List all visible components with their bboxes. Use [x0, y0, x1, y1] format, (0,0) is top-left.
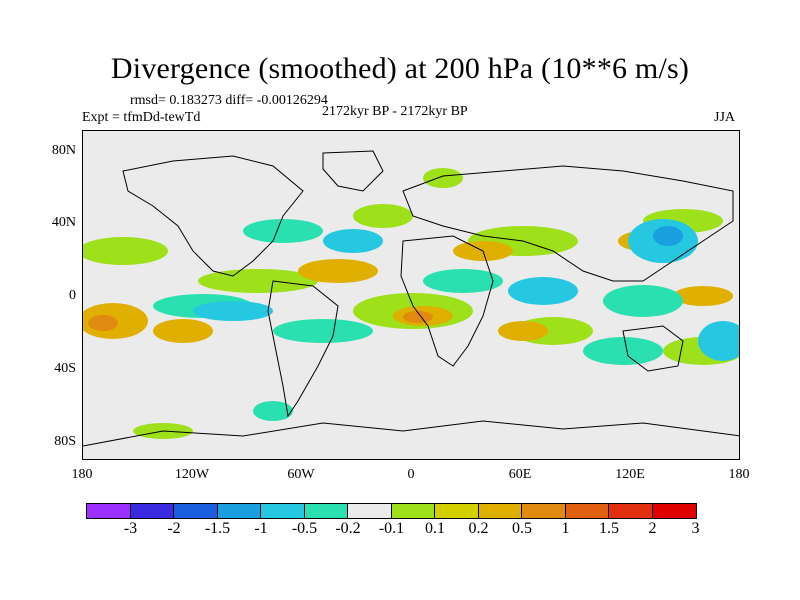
- y-tick-label: 80S: [54, 434, 76, 449]
- y-tick-label: 80N: [51, 143, 76, 158]
- x-tick-label: 180: [728, 467, 750, 482]
- colorbar-swatch: [522, 504, 566, 518]
- colorbar-swatch: [652, 504, 696, 518]
- colorbar-swatch: [478, 504, 522, 518]
- season-label: JJA: [714, 110, 736, 125]
- australia-outline: [622, 325, 684, 372]
- colorbar-swatch: [609, 504, 653, 518]
- pos-region: [88, 315, 118, 331]
- y-tick-label: 40S: [54, 361, 76, 376]
- period-label: 2172kyr BP - 2172kyr BP: [322, 104, 468, 119]
- colorbar: [86, 503, 697, 519]
- map-svg: [83, 150, 739, 447]
- x-tick-label: 120W: [174, 467, 210, 482]
- greenland-outline: [322, 150, 384, 192]
- pos-region: [673, 286, 733, 306]
- colorbar-swatch: [565, 504, 609, 518]
- colorbar-label: -0.2: [335, 520, 361, 537]
- north-america-outline: [122, 155, 304, 277]
- africa-outline: [400, 235, 494, 367]
- pos-region: [423, 168, 463, 188]
- neg-region: [243, 219, 323, 243]
- chart-title: Divergence (smoothed) at 200 hPa (10**6 …: [110, 52, 690, 85]
- colorbar-label: -3: [123, 520, 138, 537]
- colorbar-label: -1.5: [204, 520, 231, 537]
- neg-region: [323, 229, 383, 253]
- coastlines: [83, 150, 739, 447]
- colorbar-label: -1: [254, 520, 268, 537]
- pos-region: [298, 259, 378, 283]
- colorbar-swatch: [87, 504, 131, 518]
- colorbar-swatch: [391, 504, 435, 518]
- neg-region: [583, 337, 663, 365]
- y-tick-label: 0: [69, 288, 76, 303]
- antarctica-outline: [83, 420, 739, 447]
- neg-region: [508, 277, 578, 305]
- neg-region: [253, 401, 293, 421]
- map-panel: [82, 130, 740, 460]
- colorbar-swatch: [130, 504, 174, 518]
- colorbar-label: 3: [691, 520, 700, 537]
- x-tick-label: 120E: [615, 467, 645, 482]
- experiment-label: Expt = tfmDd-tewTd: [82, 110, 201, 125]
- colorbar-label: 1.5: [599, 520, 619, 537]
- colorbar-swatch: [174, 504, 218, 518]
- neg-region: [273, 319, 373, 343]
- colorbar-label: 1: [561, 520, 570, 537]
- colorbar-swatch: [304, 504, 348, 518]
- y-tick-label: 40N: [51, 215, 76, 230]
- neg-region: [653, 226, 683, 246]
- pos-region: [153, 319, 213, 343]
- neg-region: [603, 285, 683, 317]
- neg-region: [698, 321, 739, 361]
- pos-region: [498, 321, 548, 341]
- colorbar-swatch: [217, 504, 261, 518]
- x-tick-label: 180: [71, 467, 93, 482]
- colorbar-label: 0.5: [512, 520, 532, 537]
- eurasia-outline: [402, 165, 734, 282]
- colorbar-swatch: [435, 504, 479, 518]
- colorbar-swatch: [261, 504, 305, 518]
- neg-region: [193, 301, 273, 321]
- x-tick-label: 60W: [287, 467, 315, 482]
- pos-region: [353, 204, 413, 228]
- neg-region: [423, 269, 503, 293]
- pos-region: [83, 237, 168, 265]
- colorbar-label: 0.1: [425, 520, 445, 537]
- colorbar-swatch: [348, 504, 392, 518]
- colorbar-label: -0.1: [378, 520, 405, 537]
- x-tick-label: 0: [407, 467, 415, 482]
- colorbar-label: -0.5: [291, 520, 318, 537]
- stats-text: rmsd= 0.183273 diff= -0.00126294: [130, 93, 328, 108]
- colorbar-label: 0.2: [468, 520, 489, 537]
- south-america-outline: [267, 280, 339, 418]
- x-tick-label: 60E: [508, 467, 532, 482]
- colorbar-label: 2: [648, 520, 657, 537]
- colorbar-label: -2: [167, 520, 181, 537]
- pos-region: [403, 311, 433, 323]
